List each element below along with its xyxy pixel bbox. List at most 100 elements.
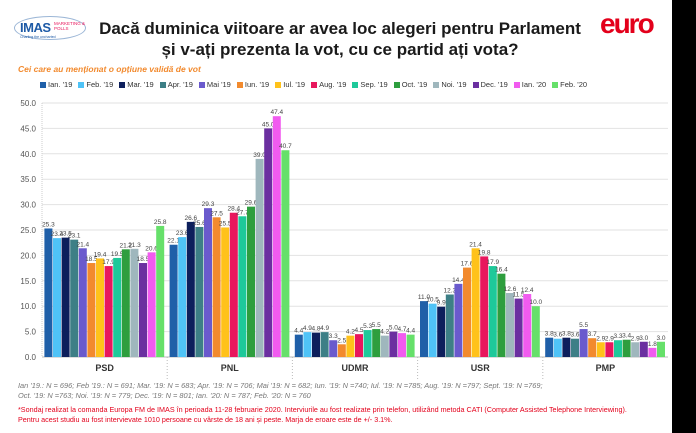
legend-swatch	[275, 81, 282, 88]
legend-item: Feb. '19	[78, 80, 113, 89]
legend-swatch	[311, 81, 318, 88]
data-label: 18.5	[85, 256, 98, 263]
note-line-2: Pentru acest studiu au fost intervievate…	[18, 415, 393, 424]
data-label: 40.7	[279, 143, 292, 150]
bar	[294, 334, 303, 357]
bar	[121, 249, 130, 357]
footnote-line-1: Ian '19.: N = 696; Feb '19.: N = 691; Ma…	[18, 381, 543, 390]
europafm-logo: euro	[600, 8, 655, 39]
data-label: 47.4	[270, 109, 283, 116]
bar	[53, 238, 61, 357]
data-label: 3.8	[545, 331, 554, 338]
data-label: 29.6	[245, 200, 258, 207]
legend-item: Noi. '19	[433, 80, 467, 89]
data-label: 21.4	[469, 241, 482, 248]
bar	[648, 347, 657, 357]
legend-label: Feb. '19	[86, 80, 114, 89]
legend: Ian. '19 Feb. '19 Mar. '19 Apr. '19 Mai '19 I…	[40, 80, 587, 89]
data-label: 3.3	[613, 333, 622, 340]
bar	[398, 333, 406, 357]
data-label: 45.0	[262, 121, 275, 128]
bar	[204, 208, 212, 357]
bar	[312, 332, 320, 357]
legend-label: Ian. '20	[521, 80, 547, 89]
bar	[471, 248, 480, 357]
legend-swatch	[119, 81, 126, 88]
bar	[553, 338, 562, 357]
data-label: 5.3	[363, 323, 372, 330]
legend-item: Ian. '19	[40, 80, 72, 89]
legend-item: Mar. '19	[119, 80, 154, 89]
methodology-note: *Sondaj realizat la comanda Europa FM de…	[18, 405, 678, 425]
data-label: 5.0	[389, 325, 398, 332]
data-label: 4.2	[346, 329, 355, 336]
legend-label: Aug. '19	[319, 80, 347, 89]
bar	[605, 342, 614, 357]
legend-label: Iul. '19	[283, 80, 306, 89]
legend-label: Feb. '20	[560, 80, 588, 89]
bar	[523, 294, 532, 357]
legend-swatch	[352, 81, 359, 88]
bar	[506, 292, 514, 357]
category-label: PSD	[95, 363, 114, 373]
data-label: 1.8	[648, 341, 657, 348]
legend-label: Mai '19	[206, 80, 231, 89]
legend-label: Oct. '19	[401, 80, 428, 89]
legend-label: Sep. '19	[360, 80, 388, 89]
title-line-1: Dacă duminica viitoare ar avea loc alege…	[99, 19, 581, 38]
data-label: 5.5	[579, 322, 588, 329]
y-tick-label: 20.0	[20, 251, 36, 260]
legend-swatch	[513, 81, 520, 88]
bar	[113, 257, 122, 357]
data-label: 19.8	[478, 249, 491, 256]
data-label: 17.6	[461, 261, 474, 268]
legend-item: Feb. '20	[552, 80, 587, 89]
data-label: 4.2	[380, 329, 389, 336]
data-label: 3.6	[570, 332, 579, 339]
bar	[480, 256, 489, 357]
data-label: 20.6	[145, 245, 158, 252]
legend-item: Mai '19	[198, 80, 231, 89]
legend-item: Aug. '19	[311, 80, 346, 89]
legend-swatch	[198, 81, 205, 88]
bar	[212, 217, 221, 357]
bar	[221, 227, 230, 357]
bar	[514, 298, 523, 357]
data-label: 12.3	[443, 288, 456, 295]
data-label: 4.4	[406, 328, 415, 335]
legend-label: Iun. '19	[244, 80, 270, 89]
logo-ring	[14, 16, 86, 40]
data-label: 4.8	[311, 326, 320, 333]
data-label: 12.4	[521, 287, 534, 294]
data-label: 10.0	[529, 299, 542, 306]
legend-label: Ian. '19	[48, 80, 73, 89]
bar	[562, 337, 571, 357]
bar	[420, 301, 428, 357]
bar	[96, 258, 104, 357]
data-label: 27.5	[210, 210, 223, 217]
data-label: 29.3	[202, 201, 215, 208]
legend-item: Sep. '19	[352, 80, 388, 89]
data-label: 5.5	[372, 322, 381, 329]
legend-label: Apr. '19	[167, 80, 193, 89]
bar	[281, 150, 290, 357]
bar	[657, 341, 665, 357]
bar	[104, 266, 113, 357]
bar	[329, 340, 338, 357]
legend-item: Apr. '19	[159, 80, 193, 89]
y-tick-label: 35.0	[20, 175, 36, 184]
legend-swatch	[78, 81, 85, 88]
bar	[272, 116, 281, 357]
chart-title: Dacă duminica viitoare ar avea loc alege…	[95, 18, 585, 60]
legend-item: Iul. '19	[275, 80, 305, 89]
bar	[44, 228, 53, 357]
legend-item: Iun. '19	[236, 80, 270, 89]
data-label: 11.5	[513, 292, 526, 299]
data-label: 4.9	[320, 325, 329, 332]
legend-label: Dec. '19	[480, 80, 508, 89]
data-label: 2.9	[596, 335, 605, 342]
category-label: USR	[471, 363, 491, 373]
y-tick-label: 45.0	[20, 124, 36, 133]
data-label: 19.5	[111, 251, 124, 258]
